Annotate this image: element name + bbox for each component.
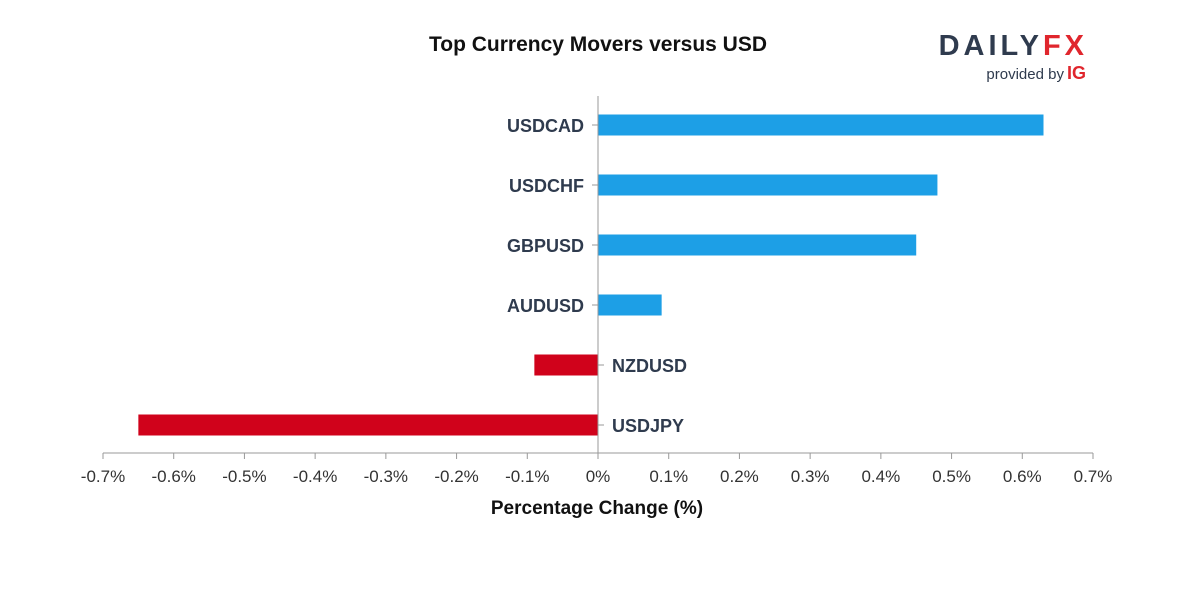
- x-tick-label: -0.4%: [293, 467, 337, 486]
- logo-wordmark: DAILYFX: [939, 30, 1088, 62]
- ig-logo-text: IG: [1066, 63, 1086, 83]
- x-tick-label: 0.3%: [791, 467, 830, 486]
- bar-gbpusd[interactable]: [598, 234, 917, 256]
- x-tick-label: 0.4%: [861, 467, 900, 486]
- x-tick-label: -0.3%: [364, 467, 408, 486]
- x-tick-label: -0.1%: [505, 467, 549, 486]
- provided-by-text: provided by: [986, 66, 1064, 83]
- category-label-audusd: AUDUSD: [507, 296, 584, 316]
- bar-usdcad[interactable]: [598, 114, 1044, 136]
- labels-group: USDCAD USDCHF GBPUSD AUDUSD NZDUSD USDJPY -0.7…: [81, 116, 1113, 486]
- category-label-nzdusd: NZDUSD: [612, 356, 687, 376]
- category-label-gbpusd: GBPUSD: [507, 236, 584, 256]
- x-tick-label: 0.6%: [1003, 467, 1042, 486]
- category-label-usdjpy: USDJPY: [612, 416, 684, 436]
- logo-daily-text: DAILY: [938, 30, 1043, 62]
- bars-group: [138, 114, 1044, 436]
- x-tick-label: -0.5%: [222, 467, 266, 486]
- bar-nzdusd[interactable]: [534, 354, 598, 376]
- category-label-usdcad: USDCAD: [507, 116, 584, 136]
- x-tick-label: -0.7%: [81, 467, 125, 486]
- axes-group: [102, 96, 1094, 459]
- bar-audusd[interactable]: [598, 294, 662, 316]
- x-tick-label: 0%: [586, 467, 611, 486]
- x-tick-label: 0.7%: [1074, 467, 1113, 486]
- x-tick-label: 0.2%: [720, 467, 759, 486]
- bar-usdchf[interactable]: [598, 174, 938, 196]
- bar-usdjpy[interactable]: [138, 414, 598, 436]
- x-tick-label: -0.2%: [434, 467, 478, 486]
- x-axis-title: Percentage Change (%): [491, 498, 703, 519]
- x-tick-label: 0.5%: [932, 467, 971, 486]
- logo-fx-text: FX: [1042, 30, 1088, 62]
- dailyfx-logo[interactable]: DAILYFX provided by IG: [928, 30, 1088, 86]
- chart-title: Top Currency Movers versus USD: [428, 33, 768, 56]
- logo-provided-by: provided by IG: [986, 63, 1086, 84]
- category-label-usdchf: USDCHF: [509, 176, 584, 196]
- x-tick-label: 0.1%: [649, 467, 688, 486]
- x-tick-label: -0.6%: [152, 467, 196, 486]
